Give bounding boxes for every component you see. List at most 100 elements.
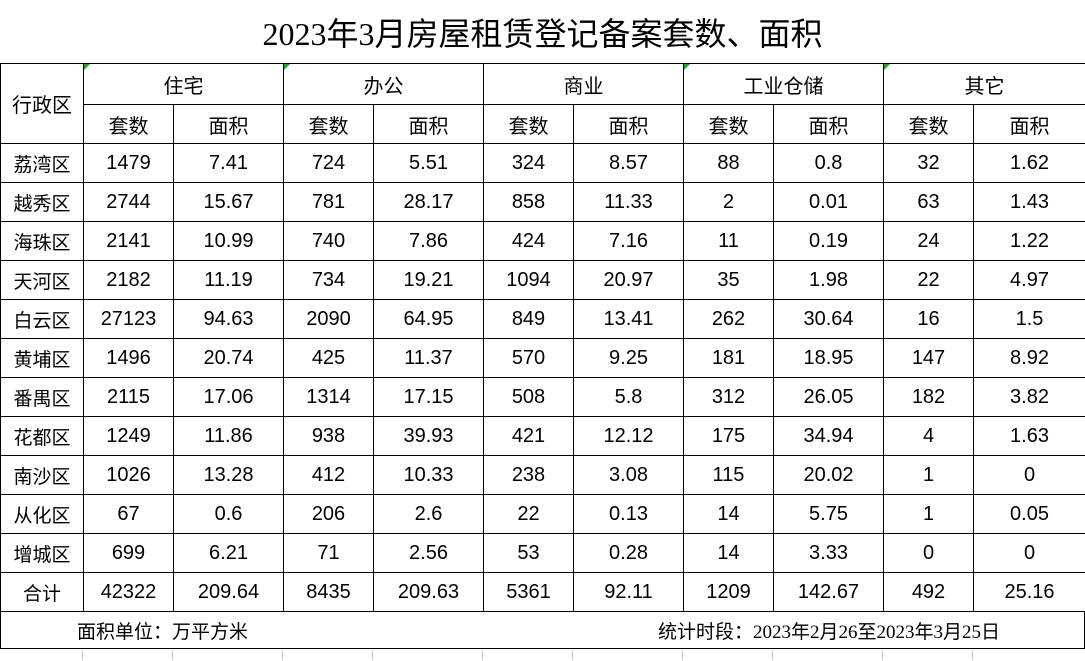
group-header-2[interactable]: 办公 bbox=[283, 63, 484, 105]
value-cell[interactable]: 0.13 bbox=[573, 494, 684, 534]
value-cell[interactable]: 42322 bbox=[83, 572, 174, 612]
district-cell[interactable]: 海珠区 bbox=[0, 221, 84, 261]
value-cell[interactable]: 30.64 bbox=[773, 299, 884, 339]
value-cell[interactable]: 1.43 bbox=[973, 182, 1085, 222]
sub-header-5-area[interactable]: 面积 bbox=[973, 104, 1085, 144]
value-cell[interactable]: 18.95 bbox=[773, 338, 884, 378]
sub-header-1-area[interactable]: 面积 bbox=[173, 104, 284, 144]
value-cell[interactable]: 858 bbox=[483, 182, 574, 222]
value-cell[interactable]: 11.19 bbox=[173, 260, 284, 300]
value-cell[interactable]: 11.33 bbox=[573, 182, 684, 222]
value-cell[interactable]: 324 bbox=[483, 143, 574, 183]
value-cell[interactable]: 27123 bbox=[83, 299, 174, 339]
value-cell[interactable]: 209.63 bbox=[373, 572, 484, 612]
value-cell[interactable]: 11.37 bbox=[373, 338, 484, 378]
district-cell[interactable]: 花都区 bbox=[0, 416, 84, 456]
district-cell[interactable]: 增城区 bbox=[0, 533, 84, 573]
value-cell[interactable]: 209.64 bbox=[173, 572, 284, 612]
value-cell[interactable]: 22 bbox=[483, 494, 574, 534]
value-cell[interactable]: 12.12 bbox=[573, 416, 684, 456]
value-cell[interactable]: 22 bbox=[883, 260, 974, 300]
value-cell[interactable]: 26.05 bbox=[773, 377, 884, 417]
value-cell[interactable]: 16 bbox=[883, 299, 974, 339]
district-cell[interactable]: 番禺区 bbox=[0, 377, 84, 417]
value-cell[interactable]: 10.99 bbox=[173, 221, 284, 261]
district-cell[interactable]: 合计 bbox=[0, 572, 84, 612]
value-cell[interactable]: 0.28 bbox=[573, 533, 684, 573]
value-cell[interactable]: 14 bbox=[683, 533, 774, 573]
value-cell[interactable]: 238 bbox=[483, 455, 574, 495]
value-cell[interactable]: 6.21 bbox=[173, 533, 284, 573]
value-cell[interactable]: 32 bbox=[883, 143, 974, 183]
sub-header-5-count[interactable]: 套数 bbox=[883, 104, 974, 144]
value-cell[interactable]: 699 bbox=[83, 533, 174, 573]
value-cell[interactable]: 1479 bbox=[83, 143, 174, 183]
value-cell[interactable]: 13.41 bbox=[573, 299, 684, 339]
value-cell[interactable]: 740 bbox=[283, 221, 374, 261]
value-cell[interactable]: 13.28 bbox=[173, 455, 284, 495]
value-cell[interactable]: 1.22 bbox=[973, 221, 1085, 261]
value-cell[interactable]: 71 bbox=[283, 533, 374, 573]
group-header-1[interactable]: 住宅 bbox=[83, 63, 284, 105]
value-cell[interactable]: 15.67 bbox=[173, 182, 284, 222]
value-cell[interactable]: 7.86 bbox=[373, 221, 484, 261]
value-cell[interactable]: 17.15 bbox=[373, 377, 484, 417]
value-cell[interactable]: 4.97 bbox=[973, 260, 1085, 300]
value-cell[interactable]: 262 bbox=[683, 299, 774, 339]
value-cell[interactable]: 0 bbox=[973, 533, 1085, 573]
value-cell[interactable]: 1249 bbox=[83, 416, 174, 456]
value-cell[interactable]: 424 bbox=[483, 221, 574, 261]
value-cell[interactable]: 1094 bbox=[483, 260, 574, 300]
value-cell[interactable]: 115 bbox=[683, 455, 774, 495]
value-cell[interactable]: 175 bbox=[683, 416, 774, 456]
value-cell[interactable]: 425 bbox=[283, 338, 374, 378]
value-cell[interactable]: 1496 bbox=[83, 338, 174, 378]
value-cell[interactable]: 20.97 bbox=[573, 260, 684, 300]
value-cell[interactable]: 2115 bbox=[83, 377, 174, 417]
value-cell[interactable]: 312 bbox=[683, 377, 774, 417]
value-cell[interactable]: 1314 bbox=[283, 377, 374, 417]
district-cell[interactable]: 从化区 bbox=[0, 494, 84, 534]
value-cell[interactable]: 724 bbox=[283, 143, 374, 183]
district-cell[interactable]: 黄埔区 bbox=[0, 338, 84, 378]
sub-header-3-area[interactable]: 面积 bbox=[573, 104, 684, 144]
value-cell[interactable]: 5.51 bbox=[373, 143, 484, 183]
value-cell[interactable]: 14 bbox=[683, 494, 774, 534]
value-cell[interactable]: 0.8 bbox=[773, 143, 884, 183]
value-cell[interactable]: 35 bbox=[683, 260, 774, 300]
district-cell[interactable]: 越秀区 bbox=[0, 182, 84, 222]
group-header-5[interactable]: 其它 bbox=[883, 63, 1085, 105]
value-cell[interactable]: 5.8 bbox=[573, 377, 684, 417]
value-cell[interactable]: 570 bbox=[483, 338, 574, 378]
sub-header-3-count[interactable]: 套数 bbox=[483, 104, 574, 144]
value-cell[interactable]: 2 bbox=[683, 182, 774, 222]
value-cell[interactable]: 1209 bbox=[683, 572, 774, 612]
value-cell[interactable]: 0.05 bbox=[973, 494, 1085, 534]
value-cell[interactable]: 63 bbox=[883, 182, 974, 222]
value-cell[interactable]: 1.63 bbox=[973, 416, 1085, 456]
value-cell[interactable]: 0.19 bbox=[773, 221, 884, 261]
value-cell[interactable]: 19.21 bbox=[373, 260, 484, 300]
value-cell[interactable]: 421 bbox=[483, 416, 574, 456]
value-cell[interactable]: 3.82 bbox=[973, 377, 1085, 417]
value-cell[interactable]: 1 bbox=[883, 494, 974, 534]
value-cell[interactable]: 206 bbox=[283, 494, 374, 534]
value-cell[interactable]: 2.6 bbox=[373, 494, 484, 534]
value-cell[interactable]: 182 bbox=[883, 377, 974, 417]
value-cell[interactable]: 5.75 bbox=[773, 494, 884, 534]
value-cell[interactable]: 20.74 bbox=[173, 338, 284, 378]
value-cell[interactable]: 25.16 bbox=[973, 572, 1085, 612]
value-cell[interactable]: 0.6 bbox=[173, 494, 284, 534]
value-cell[interactable]: 39.93 bbox=[373, 416, 484, 456]
value-cell[interactable]: 20.02 bbox=[773, 455, 884, 495]
value-cell[interactable]: 938 bbox=[283, 416, 374, 456]
value-cell[interactable]: 67 bbox=[83, 494, 174, 534]
sub-header-2-area[interactable]: 面积 bbox=[373, 104, 484, 144]
value-cell[interactable]: 34.94 bbox=[773, 416, 884, 456]
district-cell[interactable]: 南沙区 bbox=[0, 455, 84, 495]
value-cell[interactable]: 781 bbox=[283, 182, 374, 222]
value-cell[interactable]: 8.92 bbox=[973, 338, 1085, 378]
value-cell[interactable]: 0.01 bbox=[773, 182, 884, 222]
value-cell[interactable]: 7.41 bbox=[173, 143, 284, 183]
district-cell[interactable]: 白云区 bbox=[0, 299, 84, 339]
